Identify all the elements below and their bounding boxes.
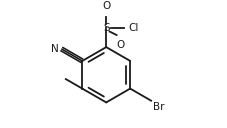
Text: N: N bbox=[51, 44, 59, 54]
Text: Cl: Cl bbox=[128, 23, 138, 33]
Text: O: O bbox=[102, 1, 110, 11]
Text: Br: Br bbox=[152, 102, 164, 112]
Text: O: O bbox=[116, 40, 124, 50]
Text: S: S bbox=[102, 23, 109, 33]
